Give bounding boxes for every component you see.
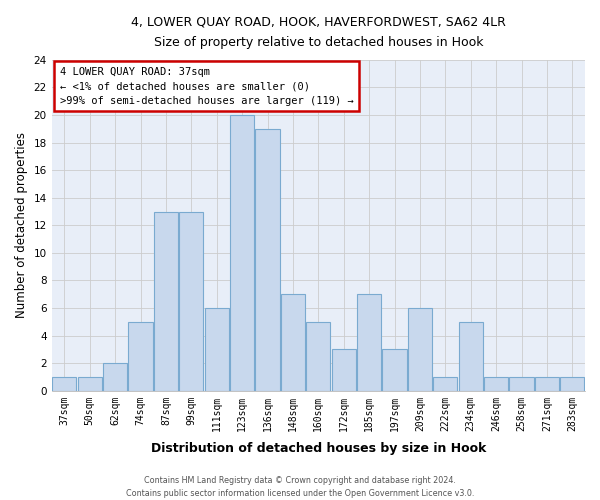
Bar — [103, 363, 127, 391]
Bar — [382, 350, 407, 391]
Bar — [535, 377, 559, 391]
Bar — [458, 322, 483, 391]
Bar — [408, 308, 432, 391]
Bar — [484, 377, 508, 391]
Bar — [77, 377, 102, 391]
Bar — [433, 377, 457, 391]
Bar — [230, 115, 254, 391]
Bar — [509, 377, 533, 391]
Bar — [306, 322, 331, 391]
Text: 4 LOWER QUAY ROAD: 37sqm
← <1% of detached houses are smaller (0)
>99% of semi-d: 4 LOWER QUAY ROAD: 37sqm ← <1% of detach… — [59, 66, 353, 106]
Bar — [154, 212, 178, 391]
Bar — [52, 377, 76, 391]
Bar — [357, 294, 381, 391]
Bar — [560, 377, 584, 391]
Title: 4, LOWER QUAY ROAD, HOOK, HAVERFORDWEST, SA62 4LR
Size of property relative to d: 4, LOWER QUAY ROAD, HOOK, HAVERFORDWEST,… — [131, 15, 506, 49]
Bar — [128, 322, 152, 391]
Bar — [332, 350, 356, 391]
Bar — [205, 308, 229, 391]
Bar — [179, 212, 203, 391]
Text: Contains HM Land Registry data © Crown copyright and database right 2024.
Contai: Contains HM Land Registry data © Crown c… — [126, 476, 474, 498]
Bar — [256, 129, 280, 391]
X-axis label: Distribution of detached houses by size in Hook: Distribution of detached houses by size … — [151, 442, 486, 455]
Y-axis label: Number of detached properties: Number of detached properties — [15, 132, 28, 318]
Bar — [281, 294, 305, 391]
